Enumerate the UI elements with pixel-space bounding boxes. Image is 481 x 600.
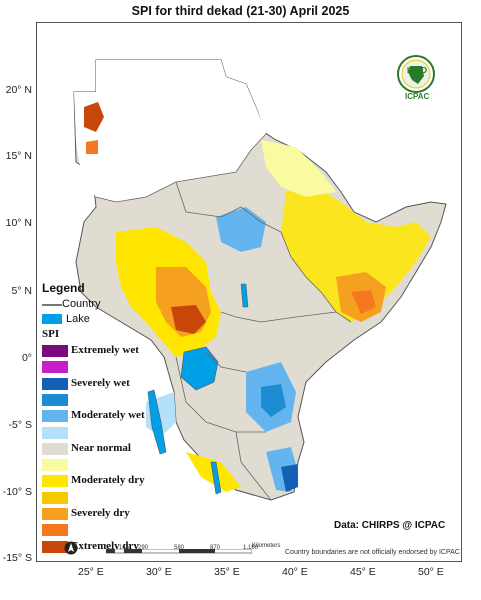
scale-label: 1,160: [243, 545, 259, 551]
legend-swatch: [42, 442, 68, 455]
lat-tick: -10° S: [2, 486, 32, 498]
legend-spi-heading: SPI: [42, 328, 60, 340]
dry-horn-extreme: [351, 290, 376, 314]
lat-tick: -5° S: [8, 419, 32, 431]
region-north: [74, 60, 266, 202]
lat-tick: 20° N: [5, 84, 32, 96]
logo-top-text: IGAD: [407, 66, 427, 75]
lat-tick: 10° N: [5, 217, 32, 229]
lake-malawi: [210, 461, 222, 495]
legend-label: Severely dry: [71, 507, 130, 519]
scale-label: 870: [210, 545, 221, 551]
legend-label: Extremely dry: [71, 539, 139, 552]
legend-swatch: [42, 524, 68, 537]
legend-swatch: [42, 393, 68, 406]
legend-title: Legend: [42, 281, 85, 295]
lon-tick: 30° E: [146, 566, 172, 578]
logo-bottom-text: ICPAC: [405, 92, 430, 101]
scale-label: 145: [119, 545, 130, 551]
legend-label: Extremely wet: [71, 344, 139, 356]
legend-swatch: [42, 508, 68, 520]
legend-swatch: [42, 377, 68, 390]
country-borders: [95, 133, 352, 501]
legend-swatch: [42, 361, 68, 374]
wet-east-tz-severe: [261, 384, 286, 417]
scale-label: 580: [174, 545, 185, 551]
lake-turkana: [240, 283, 249, 308]
lat-tick: -15° S: [2, 552, 32, 564]
scale-label: 290: [138, 545, 149, 551]
legend-swatch: [42, 475, 68, 488]
data-source: Data: CHIRPS @ ICPAC: [334, 520, 446, 531]
scale-bar: [106, 549, 252, 554]
disclaimer: Country boundaries are not officially en…: [285, 549, 460, 556]
legend-label: Near normal: [71, 441, 131, 454]
legend-lake-label: Lake: [66, 313, 90, 325]
legend-swatch: [42, 426, 68, 439]
legend-label: Moderately dry: [71, 474, 145, 487]
wet-central: [216, 207, 266, 252]
igad-logo-icon: [397, 55, 435, 93]
legend-swatch: [42, 540, 68, 553]
dry-patch-nw: [84, 102, 104, 132]
lon-tick: 25° E: [78, 566, 104, 578]
dry-horn: [281, 187, 431, 322]
dry-north-ethiopia: [261, 140, 336, 197]
lon-tick: 35° E: [214, 566, 240, 578]
north-arrow-icon: [64, 541, 78, 555]
map-title: SPI for third dekad (21-30) April 2025: [131, 4, 350, 18]
legend-country-label: Country: [62, 298, 101, 310]
scale-unit: Kilometers: [252, 543, 281, 549]
legend-swatch: [42, 459, 68, 472]
lat-tick: 5° N: [11, 285, 32, 297]
scale-label: 0: [104, 545, 108, 551]
legend-swatch: [42, 410, 68, 423]
legend-swatch: [42, 491, 68, 504]
legend-label: Moderately wet: [71, 409, 145, 422]
wet-south-severe: [281, 464, 298, 492]
map-canvas: [73, 59, 447, 501]
country-line-swatch: [42, 304, 62, 306]
lake-victoria: [180, 346, 219, 391]
lon-tick: 40° E: [282, 566, 308, 578]
lat-tick: 15° N: [5, 150, 32, 162]
lake-swatch: [42, 314, 62, 324]
legend-swatch: [42, 345, 68, 357]
lon-tick: 45° E: [350, 566, 376, 578]
dry-west-extreme: [171, 305, 206, 334]
lat-tick: 0°: [21, 352, 32, 364]
lon-tick: 50° E: [418, 566, 444, 578]
dry-patch-nw2: [86, 140, 98, 154]
lake-tanganyika: [147, 389, 167, 455]
legend-label: Severely wet: [71, 376, 130, 389]
